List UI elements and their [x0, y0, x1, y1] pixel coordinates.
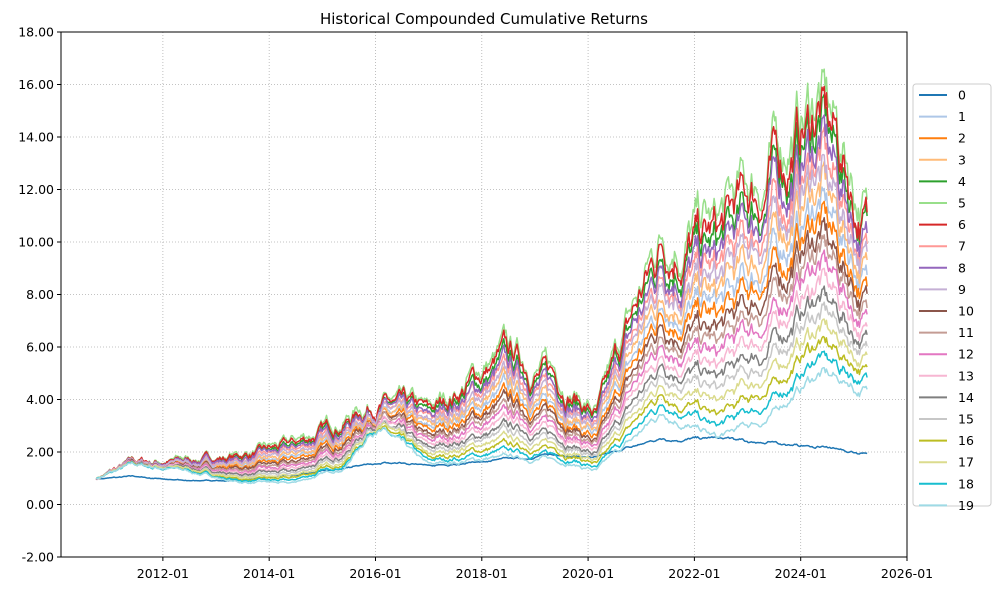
legend-label: 7 — [958, 239, 966, 254]
legend-label: 10 — [958, 304, 974, 319]
legend-box — [912, 83, 992, 507]
x-tick-label: 2012-01 — [137, 566, 189, 581]
y-tick-label: 6.00 — [26, 340, 54, 355]
y-tick-label: 0.00 — [26, 497, 54, 512]
y-axis: -2.00 0.00 2.00 4.00 6.00 8.00 10.00 12.00 14.00… — [18, 25, 61, 565]
legend-label: 19 — [958, 498, 974, 513]
y-tick-label: 8.00 — [26, 287, 54, 302]
legend-label: 16 — [958, 433, 974, 448]
legend-label: 2 — [958, 131, 966, 146]
series-line-6 — [95, 85, 868, 481]
series-line-19 — [95, 366, 868, 485]
x-tick-label: 2016-01 — [349, 566, 401, 581]
series-line-4 — [95, 93, 868, 481]
series-line-17 — [95, 318, 868, 480]
y-tick-label: 14.00 — [18, 130, 54, 145]
series-lines — [95, 68, 868, 485]
x-axis: 2012-01 2014-01 2016-01 2018-01 2020-01 2022-… — [137, 557, 933, 581]
series-line-16 — [95, 335, 868, 482]
legend-label: 6 — [958, 217, 966, 232]
legend-label: 18 — [958, 476, 974, 491]
legend-label: 4 — [958, 174, 966, 189]
legend-label: 17 — [958, 455, 974, 470]
y-tick-label: -2.00 — [22, 550, 54, 565]
legend-label: 3 — [958, 152, 966, 167]
series-line-18 — [95, 350, 868, 483]
y-tick-label: 10.00 — [18, 235, 54, 250]
series-line-11 — [95, 234, 868, 480]
legend-label: 15 — [958, 412, 974, 427]
x-tick-label: 2022-01 — [668, 566, 720, 581]
y-tick-label: 2.00 — [26, 445, 54, 460]
series-line-14 — [95, 285, 868, 480]
series-line-3 — [95, 160, 868, 481]
series-line-12 — [95, 249, 868, 480]
series-line-0 — [96, 435, 868, 482]
y-tick-label: 18.00 — [18, 25, 54, 40]
chart-title: Historical Compounded Cumulative Returns — [320, 10, 648, 28]
legend-label: 0 — [958, 88, 966, 103]
legend-label: 5 — [958, 196, 966, 211]
legend-label: 8 — [958, 260, 966, 275]
legend-label: 12 — [958, 347, 974, 362]
legend-label: 11 — [958, 325, 974, 340]
series-line-8 — [95, 114, 868, 481]
x-tick-label: 2026-01 — [881, 566, 933, 581]
x-tick-label: 2020-01 — [562, 566, 614, 581]
series-line-13 — [95, 267, 868, 480]
series-line-2 — [95, 200, 868, 480]
x-tick-label: 2024-01 — [775, 566, 827, 581]
legend-label: 14 — [958, 390, 974, 405]
y-tick-label: 16.00 — [18, 77, 54, 92]
y-tick-label: 12.00 — [18, 182, 54, 197]
series-line-5 — [95, 68, 868, 481]
legend-label: 13 — [958, 368, 974, 383]
y-tick-label: 4.00 — [26, 392, 54, 407]
legend-label: 1 — [958, 109, 966, 124]
x-tick-label: 2018-01 — [456, 566, 508, 581]
x-tick-label: 2014-01 — [243, 566, 295, 581]
series-line-9 — [95, 153, 868, 480]
series-line-15 — [95, 301, 868, 480]
legend-label: 9 — [958, 282, 966, 297]
